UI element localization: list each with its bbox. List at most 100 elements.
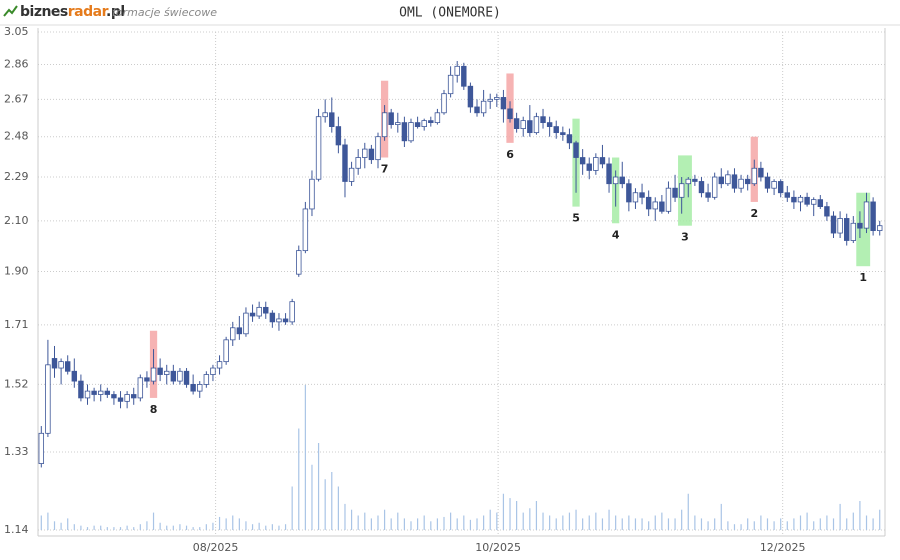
volume-bar xyxy=(852,512,854,530)
candle-body xyxy=(362,148,368,158)
candle-body xyxy=(520,120,526,129)
candle-body xyxy=(560,132,566,136)
candle-body xyxy=(527,120,533,134)
logo-part: .pl xyxy=(106,4,125,20)
volume-bar xyxy=(383,509,386,530)
pattern-label: 6 xyxy=(506,148,514,161)
volume-bar xyxy=(390,518,392,530)
volume-bar xyxy=(212,522,214,530)
candle-body xyxy=(692,178,698,182)
candle-body xyxy=(223,339,229,363)
volume-bar xyxy=(760,515,762,530)
volume-bar xyxy=(344,503,346,530)
volume-bar xyxy=(483,515,485,530)
volume-bar xyxy=(53,521,56,530)
volume-bar xyxy=(100,525,102,530)
volume-bar xyxy=(47,512,49,530)
volume-bar xyxy=(674,518,676,530)
candle-body xyxy=(546,122,553,127)
volume-bar xyxy=(60,522,62,530)
volume-bar xyxy=(317,443,320,530)
candle-body xyxy=(150,367,157,382)
volume-bar xyxy=(747,518,749,530)
volume-bar xyxy=(628,515,630,530)
candle-body xyxy=(111,394,117,399)
volume-bar xyxy=(146,521,148,530)
candle-body xyxy=(45,364,51,434)
candle-body xyxy=(678,183,685,198)
volume-bar xyxy=(271,524,273,530)
candle-body xyxy=(302,208,309,252)
volume-bar xyxy=(516,501,518,530)
candle-body xyxy=(381,112,388,138)
candle-body xyxy=(652,201,658,210)
candle-body xyxy=(777,181,784,194)
volume-bar xyxy=(786,521,788,530)
candle-body xyxy=(632,192,639,203)
volume-bar xyxy=(648,521,650,530)
candle-body xyxy=(71,370,78,382)
logo[interactable]: biznesradar.pl xyxy=(20,4,125,20)
pattern-label: 4 xyxy=(612,228,620,241)
volume-bar xyxy=(595,512,597,530)
candle-body xyxy=(58,361,64,369)
volume-bar xyxy=(218,516,221,530)
volume-bar xyxy=(192,527,194,530)
candle-body xyxy=(421,120,427,127)
volume-bar xyxy=(232,515,234,530)
candle-body xyxy=(296,250,302,275)
pattern-label: 1 xyxy=(859,271,867,284)
volume-bar xyxy=(568,512,571,530)
candle-body xyxy=(487,98,493,102)
candle-body xyxy=(771,181,777,189)
volume-bar xyxy=(740,524,742,530)
candle-body xyxy=(758,167,764,178)
chart-title: OML (ONEMORE) xyxy=(399,6,501,21)
volume-bar xyxy=(872,518,874,530)
candle-body xyxy=(401,122,408,142)
candle-body xyxy=(764,176,771,189)
candle-body xyxy=(342,144,348,182)
candle-body xyxy=(480,100,487,114)
candle-body xyxy=(593,157,599,171)
volume-bar xyxy=(727,521,729,530)
volume-bar xyxy=(126,525,128,530)
candle-body xyxy=(164,370,170,375)
candle-body xyxy=(276,318,282,323)
volume-bar xyxy=(535,501,538,530)
volume-bar xyxy=(370,518,372,530)
volume-bar xyxy=(463,515,465,530)
candle-body xyxy=(197,384,203,392)
candle-body xyxy=(170,370,177,382)
y-tick-label: 2.10 xyxy=(4,214,29,227)
volume-bar xyxy=(562,515,564,530)
candle-body xyxy=(744,178,751,185)
volume-bar xyxy=(377,515,379,530)
logo-part: radar xyxy=(68,4,109,20)
candle-body xyxy=(685,178,691,185)
logo-icon xyxy=(3,5,18,17)
candle-body xyxy=(718,176,724,185)
candle-body xyxy=(269,312,276,323)
volume-bar xyxy=(608,509,610,530)
candle-body xyxy=(797,196,804,203)
volume-bar xyxy=(357,515,359,530)
candle-body xyxy=(830,215,837,234)
volume-bar xyxy=(113,527,115,530)
candle-body xyxy=(243,312,249,335)
volume-bar xyxy=(819,518,821,530)
candle-body xyxy=(428,120,434,124)
candle-body xyxy=(124,394,130,402)
candle-body xyxy=(117,397,124,402)
volume-bar xyxy=(350,509,353,530)
volume-bar xyxy=(238,518,240,530)
x-tick-label: 08/2025 xyxy=(193,541,239,554)
candle-body xyxy=(289,301,295,323)
candle-body xyxy=(329,112,335,127)
volume-bar xyxy=(509,498,511,530)
volume-bar xyxy=(258,522,260,530)
volume-bar xyxy=(152,512,155,530)
pattern-label: 7 xyxy=(381,163,389,176)
volume-bar xyxy=(832,518,835,530)
candle-body xyxy=(500,97,507,110)
